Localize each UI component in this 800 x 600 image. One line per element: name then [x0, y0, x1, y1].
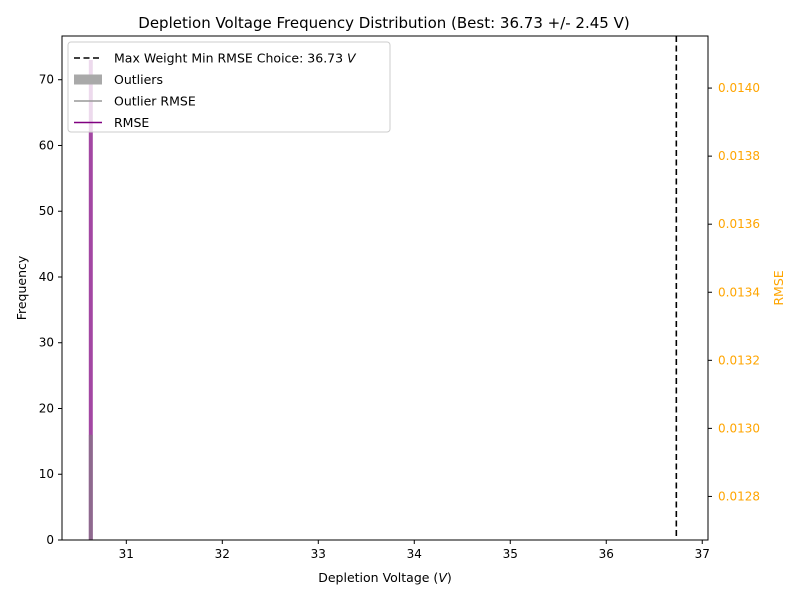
x-tick-label: 36	[599, 547, 614, 561]
legend-items: Max Weight Min RMSE Choice: 36.73 V Outli…	[74, 51, 357, 130]
y2-tick-label: 0.0138	[718, 149, 760, 163]
y-tick-label: 10	[39, 467, 54, 481]
y2-tick-label: 0.0128	[718, 489, 760, 503]
x-tick-label: 37	[695, 547, 710, 561]
legend-box	[67, 41, 391, 133]
y-tick-label: 60	[39, 138, 54, 152]
chart-title: Depletion Voltage Frequency Distribution…	[138, 14, 629, 32]
bars-layer	[88, 60, 93, 540]
legend-label: Max Weight Min RMSE Choice: 36.73 V	[114, 51, 357, 66]
y-tick-label: 30	[39, 336, 54, 350]
x-tick-label: 31	[119, 547, 134, 561]
legend-unit: V	[347, 51, 357, 66]
y-tick-label: 50	[39, 204, 54, 218]
x-tick-label: 35	[503, 547, 518, 561]
y2-axis-label: RMSE	[771, 270, 786, 305]
x-tick-label: 32	[215, 547, 230, 561]
y-tick-label: 20	[39, 401, 54, 415]
y-tick-label: 70	[39, 73, 54, 87]
bar	[88, 434, 93, 540]
legend-label: RMSE	[114, 115, 149, 130]
x-axis: 31 32 33 34 35 36 37	[119, 540, 710, 561]
y2-axis: 0.0128 0.0130 0.0132 0.0134 0.0136 0.0138 0.01…	[708, 81, 760, 503]
y2-tick-label: 0.0136	[718, 217, 760, 231]
bar	[88, 60, 93, 540]
x-tick-label: 34	[407, 547, 422, 561]
y2-tick-label: 0.0130	[718, 421, 760, 435]
x-axis-label: Depletion Voltage (V)	[318, 570, 452, 585]
legend-swatch	[74, 74, 102, 85]
y-tick-label: 40	[39, 270, 54, 284]
y2-tick-label: 0.0140	[718, 81, 760, 95]
y-tick-label: 0	[46, 533, 54, 547]
y2-tick-label: 0.0134	[718, 285, 760, 299]
legend: Max Weight Min RMSE Choice: 36.73 V Outli…	[67, 41, 391, 133]
y2-tick-label: 0.0132	[718, 353, 760, 367]
y-axis: 0 10 20 30 40 50 60 70	[39, 73, 62, 547]
legend-label: Outlier RMSE	[114, 94, 196, 109]
legend-label: Outliers	[114, 72, 163, 87]
x-tick-label: 33	[311, 547, 326, 561]
plot-frame	[61, 35, 709, 541]
y-axis-label: Frequency	[14, 255, 29, 320]
